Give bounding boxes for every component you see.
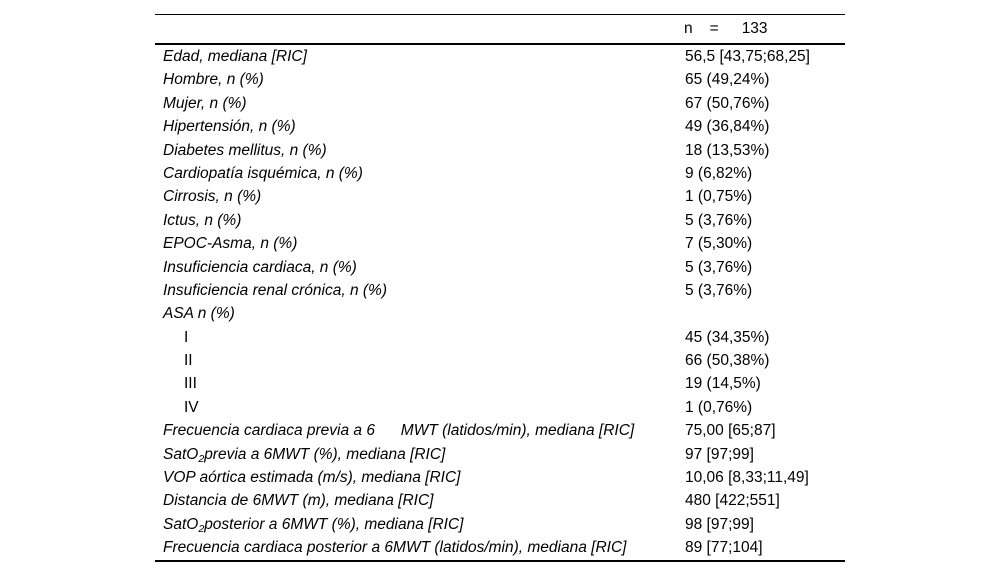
table-top-rule	[155, 14, 845, 15]
table-row: Ictus, n (%) 5 (3,76%)	[155, 209, 845, 232]
row-value: 7 (5,30%)	[685, 235, 753, 253]
row-label: Insuficiencia cardiaca, n (%)	[163, 258, 357, 276]
row-label: ASA n (%)	[163, 305, 235, 323]
table-row: Frecuencia cardiaca posterior a 6MWT (la…	[155, 536, 845, 559]
row-label: Frecuencia cardiaca previa a 6 MWT (lati…	[163, 422, 635, 440]
row-label: EPOC-Asma, n (%)	[163, 235, 298, 253]
row-value: 49 (36,84%)	[685, 118, 770, 136]
row-value: 5 (3,76%)	[685, 211, 753, 229]
row-label: Edad, mediana [RIC]	[163, 48, 307, 65]
row-label: VOP aórtica estimada (m/s), mediana [RIC…	[163, 469, 461, 487]
row-value: 66 (50,38%)	[685, 352, 770, 370]
table-row: Cirrosis, n (%) 1 (0,75%)	[155, 185, 845, 208]
row-value: 65 (49,24%)	[685, 71, 770, 89]
table-header-row: n = 133	[155, 15, 845, 43]
row-value: 480 [422;551]	[685, 492, 780, 510]
row-label: Frecuencia cardiaca posterior a 6MWT (la…	[163, 539, 627, 557]
row-label: Distancia de 6MWT (m), mediana [RIC]	[163, 492, 434, 510]
table-row: Distancia de 6MWT (m), mediana [RIC] 480 …	[155, 489, 845, 512]
row-label: II	[184, 352, 193, 370]
row-label: Hipertensión, n (%)	[163, 118, 296, 136]
row-label: Diabetes mellitus, n (%)	[163, 141, 327, 159]
table-row: I 45 (34,35%)	[155, 326, 845, 349]
row-value: 56,5 [43,75;68,25]	[685, 48, 810, 65]
table-row: Frecuencia cardiaca previa a 6 MWT (lati…	[155, 419, 845, 442]
row-label: Ictus, n (%)	[163, 211, 242, 229]
table-row: ASA n (%)	[155, 302, 845, 325]
table-bottom-rule	[155, 559, 845, 562]
row-label: III	[184, 375, 197, 393]
table-row: Edad, mediana [RIC] 56,5 [43,75;68,25]	[155, 45, 845, 68]
table-row: VOP aórtica estimada (m/s), mediana [RIC…	[155, 466, 845, 489]
table-header-rule	[155, 43, 845, 45]
row-value: 9 (6,82%)	[685, 164, 753, 182]
table-row: Insuficiencia cardiaca, n (%) 5 (3,76%)	[155, 256, 845, 279]
row-label: SatO2posterior a 6MWT (%), mediana [RIC]	[163, 515, 464, 535]
row-label: IV	[184, 398, 199, 416]
row-value: 19 (14,5%)	[685, 375, 761, 393]
row-value: 1 (0,75%)	[685, 188, 753, 206]
row-value: 18 (13,53%)	[685, 141, 770, 159]
table-row: II 66 (50,38%)	[155, 349, 845, 372]
table-row: SatO2previa a 6MWT (%), mediana [RIC] 97 …	[155, 443, 845, 466]
table-body: Edad, mediana [RIC] 56,5 [43,75;68,25] Hom…	[155, 45, 845, 560]
table-row: IV 1 (0,76%)	[155, 396, 845, 419]
header-n-label: n	[684, 20, 693, 37]
row-value: 1 (0,76%)	[685, 398, 753, 416]
row-value: 45 (34,35%)	[685, 328, 770, 346]
row-label: SatO2previa a 6MWT (%), mediana [RIC]	[163, 445, 446, 465]
table-row: Insuficiencia renal crónica, n (%) 5 (3,7…	[155, 279, 845, 302]
row-value: 98 [97;99]	[685, 515, 754, 533]
row-value: 97 [97;99]	[685, 445, 754, 463]
row-label: Mujer, n (%)	[163, 94, 247, 112]
row-value: 67 (50,76%)	[685, 94, 770, 112]
table-row: Mujer, n (%) 67 (50,76%)	[155, 92, 845, 115]
header-equals-sign: =	[709, 20, 719, 37]
row-value: 5 (3,76%)	[685, 281, 753, 299]
table-row: SatO2posterior a 6MWT (%), mediana [RIC]…	[155, 513, 845, 536]
table-row: Hipertensión, n (%) 49 (36,84%)	[155, 115, 845, 138]
row-label: Cardiopatía isquémica, n (%)	[163, 164, 363, 182]
row-value: 89 [77;104]	[685, 539, 763, 557]
row-value: 75,00 [65;87]	[685, 422, 776, 440]
table-row: III 19 (14,5%)	[155, 372, 845, 395]
table-row: Diabetes mellitus, n (%) 18 (13,53%)	[155, 139, 845, 162]
table-row: Hombre, n (%) 65 (49,24%)	[155, 68, 845, 91]
header-n-value: 133	[741, 20, 768, 37]
row-label: Cirrosis, n (%)	[163, 188, 262, 206]
row-label: Insuficiencia renal crónica, n (%)	[163, 281, 387, 299]
row-label: I	[184, 328, 189, 346]
row-value: 5 (3,76%)	[685, 258, 753, 276]
table-row: EPOC-Asma, n (%) 7 (5,30%)	[155, 232, 845, 255]
row-value: 10,06 [8,33;11,49]	[685, 469, 809, 487]
patient-characteristics-table: n = 133 Edad, mediana [RIC] 56,5 [43,75;68,…	[155, 14, 845, 562]
table-row: Cardiopatía isquémica, n (%) 9 (6,82%)	[155, 162, 845, 185]
row-label: Hombre, n (%)	[163, 71, 264, 89]
